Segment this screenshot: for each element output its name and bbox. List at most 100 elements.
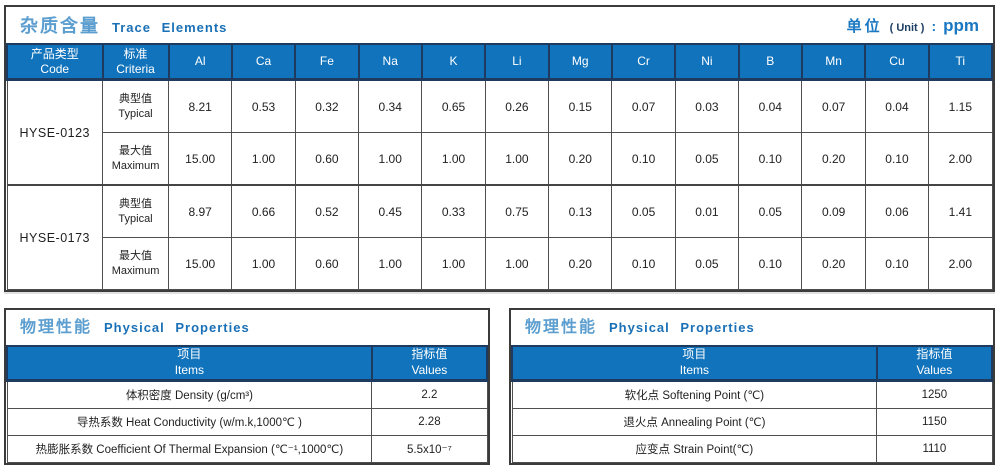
property-value: 2.28 [371, 408, 488, 436]
value-cell-cu: 0.06 [864, 184, 930, 238]
values-header-cjk: 指标值 [411, 347, 448, 362]
physical-properties-table-left: 项目 Items 指标值 Values 体积密度 Density (g/cm³)… [6, 345, 489, 463]
value-cell-b: 0.05 [738, 184, 803, 238]
column-header-items: 项目 Items [6, 345, 373, 382]
column-header-ni: Ni [674, 43, 740, 81]
property-value: 5.5x10⁻⁷ [371, 435, 488, 463]
value-cell-ca: 0.66 [231, 184, 296, 238]
section-title-cjk: 物理性能 [20, 319, 93, 336]
value-cell-fe: 0.52 [294, 184, 360, 238]
property-item: 应变点 Strain Point(℃) [511, 435, 878, 463]
value-cell-mg: 0.15 [548, 79, 613, 133]
property-row: 退火点 Annealing Point (℃) 1150 [511, 408, 993, 436]
criteria-label-en: Typical [118, 107, 153, 120]
physical-properties-table-right: 项目 Items 指标值 Values 软化点 Softening Point … [511, 345, 994, 463]
property-row: 热膨胀系数 Coefficient Of Thermal Expansion (… [6, 435, 488, 463]
column-header-b: B [737, 43, 803, 81]
value-cell-na: 0.34 [358, 79, 423, 133]
criteria-label-cjk: 最大值 [119, 249, 153, 262]
column-header-na: Na [357, 43, 423, 81]
property-row: 导热系数 Heat Conductivity (w/m.k,1000℃ ) 2.2… [6, 408, 488, 436]
value-cell-fe: 0.60 [294, 132, 360, 186]
column-header-values: 指标值 Values [370, 345, 489, 382]
property-row: 应变点 Strain Point(℃) 1110 [511, 435, 993, 463]
property-item: 退火点 Annealing Point (℃) [511, 408, 878, 436]
value-cell-al: 15.00 [168, 237, 233, 290]
value-cell-na: 1.00 [358, 132, 423, 186]
column-header-criteria: 标准 Criteria [101, 43, 170, 81]
physical-right-title-bar: 物理性能 Physical Properties [511, 310, 993, 345]
value-cell-ni: 0.03 [674, 79, 740, 133]
property-value: 2.2 [371, 380, 488, 409]
value-cell-b: 0.04 [738, 79, 803, 133]
value-cell-cr: 0.05 [611, 184, 676, 238]
items-header-cjk: 项目 [177, 347, 202, 362]
section-title-en: Physical Properties [609, 320, 755, 335]
items-header-en: Items [679, 363, 710, 377]
value-cell-na: 1.00 [358, 237, 423, 290]
section-title-cjk: 杂质含量 [20, 15, 100, 36]
physical-properties-section-left: 物理性能 Physical Properties 项目 Items 指标值 Va… [4, 308, 490, 465]
value-cell-al: 8.97 [168, 184, 233, 238]
value-cell-ni: 0.01 [674, 184, 740, 238]
value-cell-fe: 0.60 [294, 237, 360, 290]
trace-elements-table: 产品类型 Code 标准 Criteria Al Ca Fe Na K Li Mg Cr Ni B… [6, 43, 994, 290]
criteria-label-typical: 典型值 Typical [102, 79, 170, 133]
table-row-hyse-0123-typical: HYSE-0123 典型值 Typical 8.21 0.53 0.32 0.34 0.65 0… [6, 79, 993, 186]
unit-value: ppm [943, 16, 979, 35]
criteria-label-en: Maximum [111, 264, 160, 277]
value-cell-k: 0.65 [421, 79, 486, 133]
value-cell-mn: 0.09 [801, 184, 866, 238]
column-header-mn: Mn [800, 43, 867, 81]
trace-elements-title-bar: 杂质含量 Trace Elements 单位 ( Unit ) : ppm [6, 7, 993, 43]
value-cell-mn: 0.20 [801, 132, 866, 186]
items-header-en: Items [174, 363, 205, 377]
value-cell-mn: 0.07 [801, 79, 866, 133]
property-row: 软化点 Softening Point (℃) 1250 [511, 380, 993, 409]
value-cell-ti: 2.00 [928, 132, 993, 186]
property-item: 导热系数 Heat Conductivity (w/m.k,1000℃ ) [6, 408, 373, 436]
table-row-hyse-0173-maximum: 最大值 Maximum 15.00 1.00 0.60 1.00 1.00 1.00 0.20 0… [7, 237, 993, 290]
values-header-cjk: 指标值 [916, 347, 953, 362]
value-cell-ca: 1.00 [231, 237, 296, 290]
physical-properties-section-right: 物理性能 Physical Properties 项目 Items 指标值 Va… [509, 308, 995, 465]
value-cell-k: 1.00 [421, 237, 486, 290]
criteria-label-cjk: 典型值 [119, 92, 153, 105]
column-header-cr: Cr [610, 43, 677, 81]
criteria-label-typical: 典型值 Typical [102, 184, 170, 238]
section-title-cjk: 物理性能 [525, 319, 598, 336]
value-cell-li: 0.75 [484, 184, 550, 238]
value-cell-mg: 0.20 [548, 132, 613, 186]
value-cell-cr: 0.10 [611, 132, 676, 186]
column-header-criteria-cjk: 标准 [123, 46, 148, 61]
value-cell-ca: 1.00 [231, 132, 296, 186]
value-cell-cu: 0.10 [864, 132, 930, 186]
criteria-label-maximum: 最大值 Maximum [102, 132, 170, 186]
column-header-ca: Ca [230, 43, 297, 81]
phys-header-row: 项目 Items 指标值 Values [511, 345, 994, 382]
property-item: 软化点 Softening Point (℃) [511, 380, 878, 409]
property-row: 体积密度 Density (g/cm³) 2.2 [6, 380, 488, 409]
section-title: 杂质含量 Trace Elements [20, 17, 227, 35]
property-value: 1250 [876, 380, 993, 409]
column-header-items: 项目 Items [511, 345, 878, 382]
trace-header-row: 产品类型 Code 标准 Criteria Al Ca Fe Na K Li Mg Cr Ni B… [6, 43, 994, 81]
product-code: HYSE-0123 [6, 79, 104, 186]
value-cell-cr: 0.10 [611, 237, 676, 290]
section-title: 物理性能 Physical Properties [525, 320, 755, 336]
value-cell-li: 1.00 [484, 132, 550, 186]
value-cell-ni: 0.05 [674, 237, 740, 290]
value-cell-ni: 0.05 [674, 132, 740, 186]
property-item: 热膨胀系数 Coefficient Of Thermal Expansion (… [6, 435, 373, 463]
column-header-product-code: 产品类型 Code [6, 43, 104, 81]
criteria-label-en: Typical [118, 212, 153, 225]
column-header-product-en: Code [40, 61, 70, 76]
criteria-label-maximum: 最大值 Maximum [102, 237, 170, 290]
value-cell-ti: 1.15 [928, 79, 993, 133]
unit-label-en: ( Unit ) [889, 22, 925, 34]
value-cell-na: 0.45 [358, 184, 423, 238]
column-header-li: Li [484, 43, 550, 81]
value-cell-li: 1.00 [484, 237, 550, 290]
unit-colon: : [931, 18, 937, 34]
